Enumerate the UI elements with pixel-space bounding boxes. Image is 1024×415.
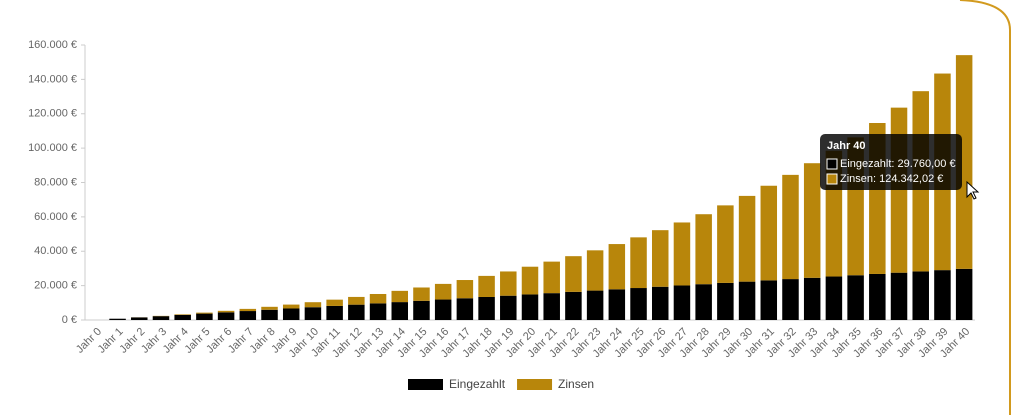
- bar-segment: [717, 282, 734, 320]
- tooltip-swatch: [826, 158, 838, 170]
- bar-segment: [608, 244, 626, 290]
- bar-segment: [239, 311, 257, 320]
- bar-segment: [413, 287, 430, 301]
- bar-segment: [586, 250, 604, 291]
- bar-segment: [131, 317, 148, 320]
- tooltip-swatch: [826, 173, 838, 185]
- bar-segment: [760, 185, 778, 281]
- bar-segment: [565, 256, 582, 292]
- tooltip: Jahr 40 Eingezahlt: 29.760,00 € Zinsen: …: [820, 134, 962, 190]
- y-tick-label: 0 €: [62, 314, 77, 326]
- bar-segment: [803, 277, 821, 320]
- bar-segment: [217, 310, 235, 313]
- bar-segment: [478, 275, 495, 297]
- bar-segment: [456, 280, 474, 299]
- tooltip-item: Zinsen: 124.342,02 €: [840, 173, 943, 185]
- bar-segment: [890, 272, 908, 320]
- bar-segment: [261, 306, 278, 310]
- bar-segment: [869, 273, 886, 320]
- y-tick-label: 60.000 €: [34, 211, 77, 223]
- y-tick-label: 40.000 €: [34, 245, 77, 257]
- bar-segment: [391, 290, 409, 303]
- bar-segment: [456, 298, 474, 320]
- bar-segment: [500, 295, 517, 320]
- y-tick-label: 80.000 €: [34, 176, 77, 188]
- tooltip-title: Jahr 40: [827, 140, 866, 152]
- bar-segment: [543, 261, 560, 294]
- bar-segment: [282, 304, 300, 309]
- bar-segment: [760, 280, 778, 320]
- y-tick-label: 20.000 €: [34, 280, 77, 292]
- bar-segment: [890, 107, 908, 273]
- bar-segment: [543, 293, 560, 320]
- bar-segment: [196, 312, 213, 314]
- bar-segment: [651, 286, 669, 320]
- bar-segment: [695, 284, 712, 320]
- y-tick-label: 120.000 €: [28, 108, 77, 120]
- bar-segment: [348, 304, 365, 320]
- tooltip-box: [820, 134, 962, 190]
- bar-segment: [521, 294, 539, 320]
- bar-segment: [326, 305, 343, 320]
- bar-segment: [608, 289, 626, 320]
- bar-segment: [955, 55, 973, 269]
- legend-label: Zinsen: [558, 377, 594, 391]
- bar-segment: [782, 174, 799, 280]
- bar-segment: [434, 299, 452, 320]
- bar-segment: [239, 308, 257, 312]
- bar-segment: [434, 283, 452, 300]
- y-tick-label: 140.000 €: [28, 73, 77, 85]
- bar-segment: [782, 279, 799, 320]
- bar-segment: [369, 293, 387, 304]
- legend-swatch: [408, 379, 443, 390]
- bar-segment: [174, 314, 191, 320]
- card-border: [959, 0, 1011, 415]
- bar-segment: [369, 303, 387, 320]
- bar-segment: [651, 230, 669, 287]
- bar-segment: [673, 222, 691, 286]
- bar-segment: [847, 275, 864, 320]
- bar-segment: [738, 281, 756, 320]
- bar-segment: [630, 237, 647, 289]
- bar-segment: [912, 271, 929, 320]
- bar-segment: [217, 312, 235, 320]
- bar-segment: [261, 309, 278, 320]
- bar-segment: [109, 318, 126, 320]
- bar-segment: [565, 291, 582, 320]
- bar-segment: [304, 302, 322, 308]
- bar-segment: [478, 296, 495, 320]
- bar-segment: [304, 307, 322, 320]
- bar-segment: [282, 308, 300, 320]
- bar-segment: [521, 266, 539, 295]
- bar-segment: [825, 276, 843, 320]
- y-tick-label: 160.000 €: [28, 39, 77, 51]
- cursor: [966, 180, 980, 200]
- bar-segment: [348, 296, 365, 305]
- bar-segment: [152, 316, 170, 320]
- bar-segment: [196, 313, 213, 320]
- bar-segment: [934, 270, 951, 320]
- bar-segment: [586, 290, 604, 320]
- tooltip-item: Eingezahlt: 29.760,00 €: [840, 158, 956, 170]
- bar-segment: [955, 268, 973, 320]
- legend-swatch: [517, 379, 553, 390]
- bar-segment: [673, 285, 691, 320]
- legend-label: Eingezahlt: [449, 377, 506, 391]
- y-tick-label: 100.000 €: [28, 142, 77, 154]
- bar-segment: [695, 214, 712, 285]
- bar-segment: [174, 314, 191, 315]
- bar-segment: [500, 271, 517, 296]
- bar-segment: [717, 205, 734, 283]
- bar-segment: [630, 288, 647, 320]
- bar-segment: [803, 163, 821, 278]
- bar-segment: [413, 300, 430, 320]
- bar-segment: [326, 299, 343, 306]
- bar-segment: [738, 195, 756, 282]
- bar-segment: [391, 302, 409, 320]
